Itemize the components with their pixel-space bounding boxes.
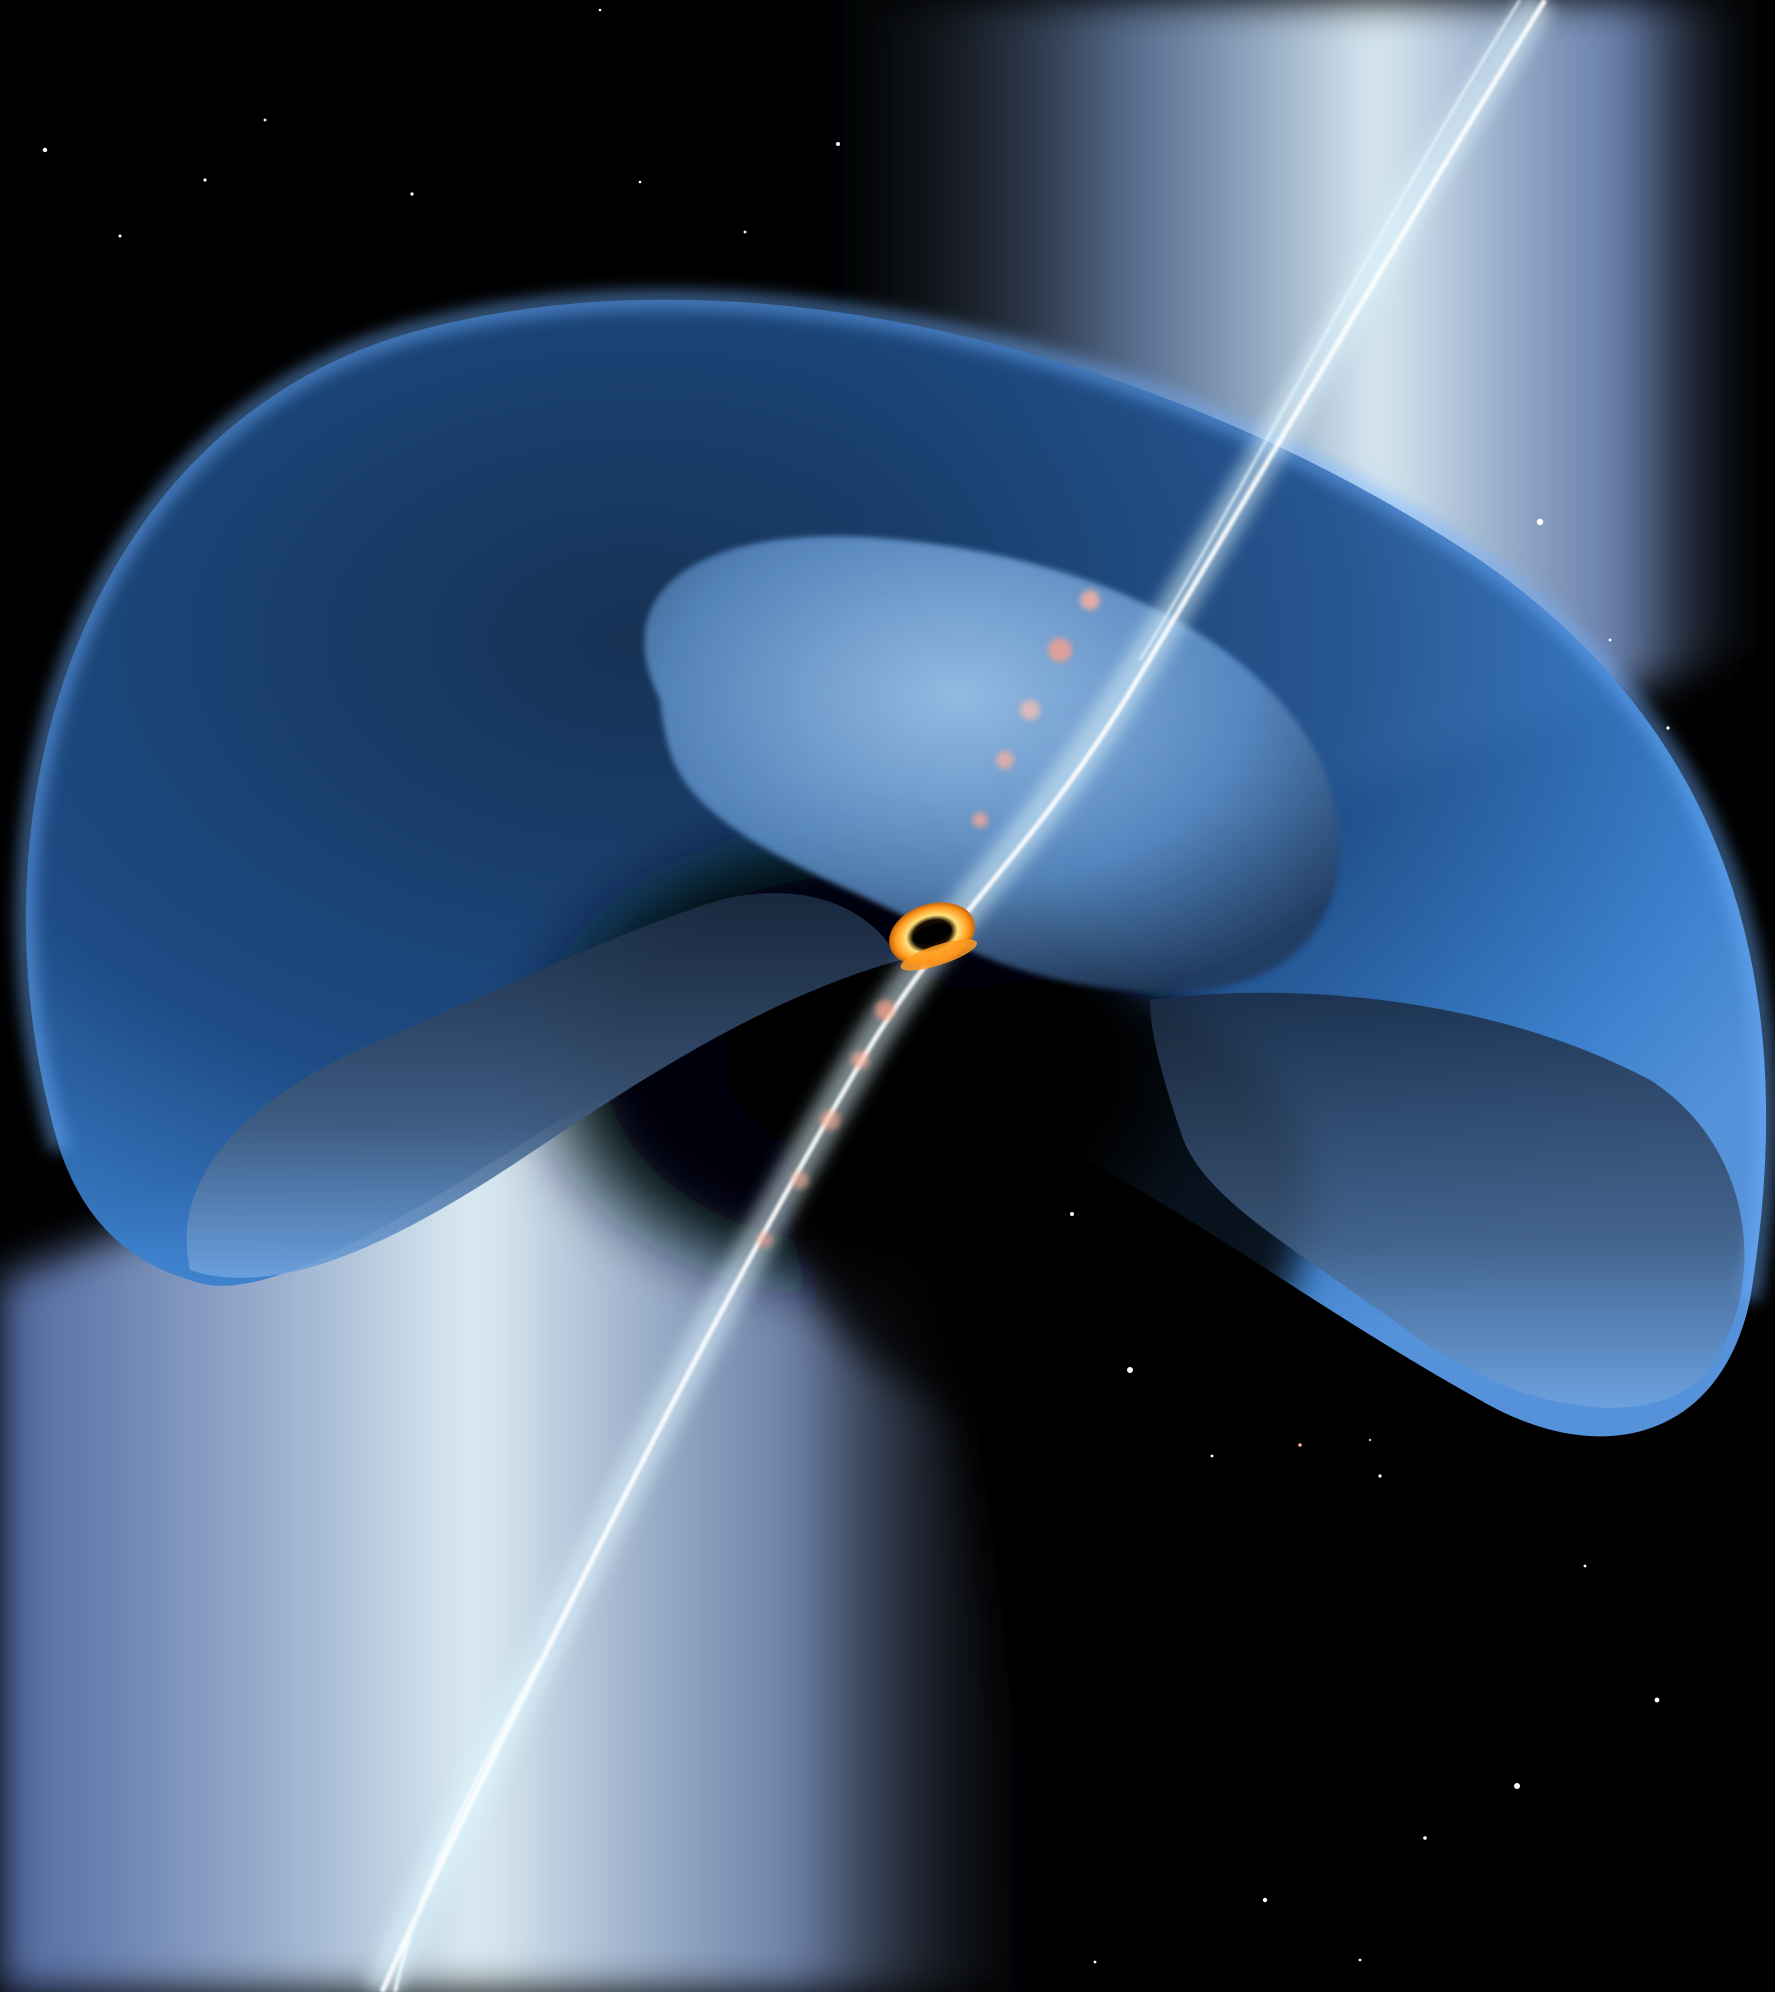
accretion-ring <box>889 902 977 971</box>
lower-disk-lip-right <box>1150 992 1745 1408</box>
relativistic-jet <box>364 0 1555 1992</box>
jet-knots <box>757 590 1100 1248</box>
background-stars <box>42 8 1670 1964</box>
shell-rim-glow <box>16 290 1775 1302</box>
lower-disk-lip-left <box>186 893 900 1278</box>
